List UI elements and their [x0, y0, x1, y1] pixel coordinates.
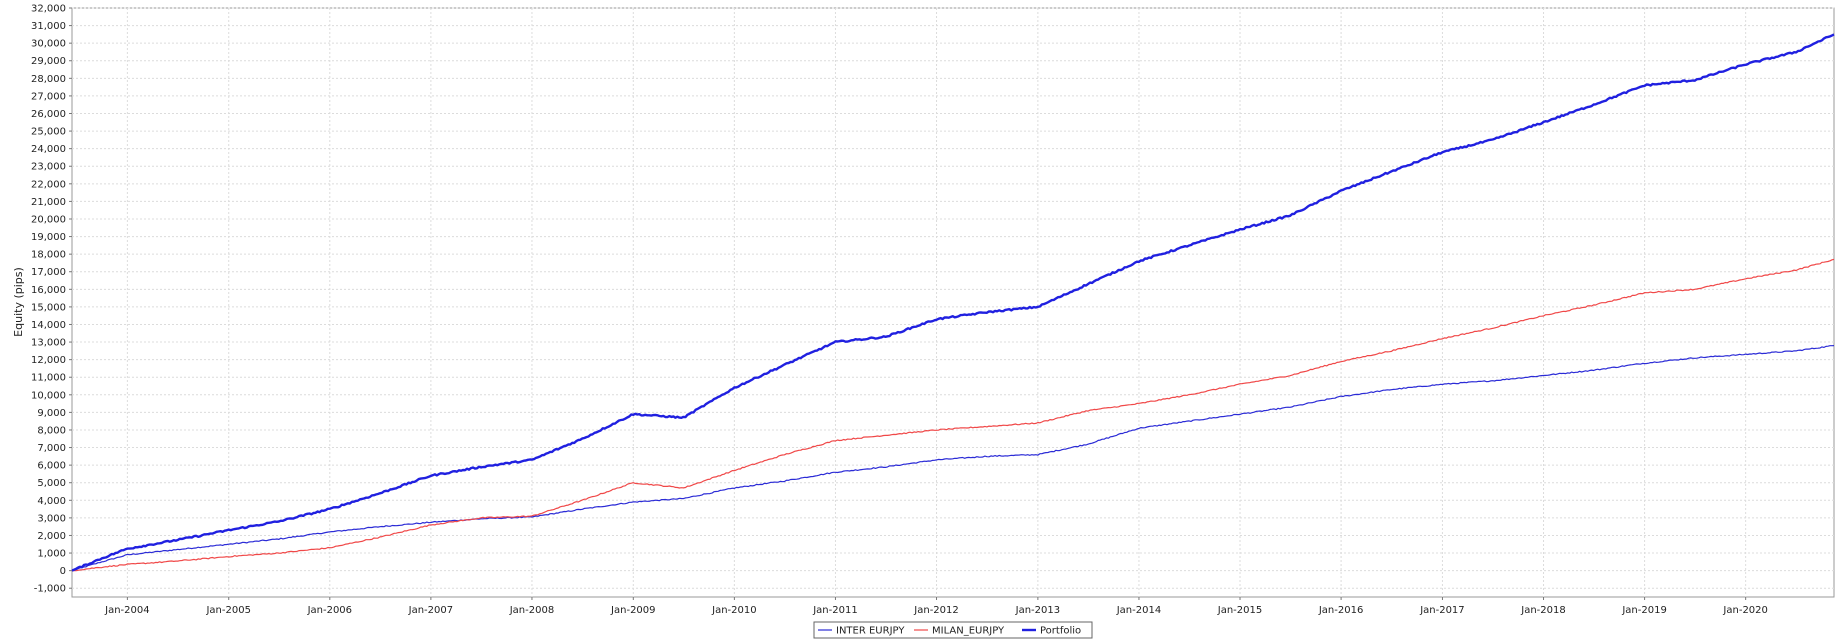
- y-tick-label: 15,000: [31, 302, 66, 313]
- x-tick-label: Jan-2008: [509, 605, 554, 616]
- y-tick-label: 5,000: [37, 478, 66, 489]
- x-tick-label: Jan-2011: [812, 605, 857, 616]
- x-tick-label: Jan-2014: [1116, 605, 1161, 616]
- y-tick-label: 17,000: [31, 267, 66, 278]
- x-tick-label: Jan-2016: [1318, 605, 1363, 616]
- y-tick-label: 21,000: [31, 197, 66, 208]
- y-tick-label: 4,000: [37, 496, 66, 507]
- legend-label: MILAN_EURJPY: [932, 626, 1005, 637]
- x-tick-label: Jan-2006: [307, 605, 352, 616]
- y-tick-label: 29,000: [31, 56, 66, 67]
- y-tick-label: 2,000: [37, 531, 66, 542]
- series-lines: [71, 33, 1835, 572]
- y-tick-label: 16,000: [31, 285, 66, 296]
- x-tick-label: Jan-2020: [1722, 605, 1767, 616]
- x-tick-label: Jan-2019: [1621, 605, 1666, 616]
- y-tick-label: 8,000: [37, 425, 66, 436]
- y-axis-label: Equity (pips): [12, 267, 25, 337]
- x-tick-label: Jan-2005: [205, 605, 250, 616]
- y-tick-label: 1,000: [37, 549, 66, 560]
- y-tick-label: 24,000: [31, 144, 66, 155]
- y-tick-label: 3,000: [37, 513, 66, 524]
- legend: INTER EURJPY MILAN_EURJPY Portfolio: [813, 621, 1093, 639]
- x-tick-label: Jan-2018: [1520, 605, 1565, 616]
- series-line-portfolio: [71, 33, 1835, 572]
- y-tick-label: 32,000: [31, 4, 66, 15]
- y-tick-label: 18,000: [31, 250, 66, 261]
- x-tick-label: Jan-2013: [1015, 605, 1060, 616]
- x-tick-label: Jan-2015: [1217, 605, 1262, 616]
- x-tick-label: Jan-2010: [711, 605, 756, 616]
- y-axis-ticks: -1,000 0 1,000 2,000 3,000 4,000 5,000 6,000 7,0…: [31, 4, 72, 595]
- x-tick-label: Jan-2004: [104, 605, 149, 616]
- y-tick-label: 19,000: [31, 232, 66, 243]
- y-tick-label: 9,000: [37, 408, 66, 419]
- y-tick-label: -1,000: [34, 584, 66, 595]
- y-tick-label: 28,000: [31, 74, 66, 85]
- y-tick-label: 26,000: [31, 109, 66, 120]
- y-tick-label: 6,000: [37, 461, 66, 472]
- x-tick-label: Jan-2009: [610, 605, 655, 616]
- y-tick-label: 30,000: [31, 39, 66, 50]
- x-tick-label: Jan-2007: [408, 605, 453, 616]
- y-tick-label: 25,000: [31, 127, 66, 138]
- y-tick-label: 0: [60, 566, 66, 577]
- x-tick-label: Jan-2017: [1419, 605, 1464, 616]
- y-tick-label: 31,000: [31, 21, 66, 32]
- x-tick-label: Jan-2012: [913, 605, 958, 616]
- y-tick-label: 27,000: [31, 91, 66, 102]
- y-tick-label: 14,000: [31, 320, 66, 331]
- y-tick-label: 20,000: [31, 214, 66, 225]
- x-axis-ticks: Jan-2004 Jan-2005 Jan-2006 Jan-2007 Jan-2008…: [104, 597, 1768, 616]
- y-tick-label: 11,000: [31, 373, 66, 384]
- y-tick-label: 10,000: [31, 390, 66, 401]
- legend-label: INTER EURJPY: [836, 626, 905, 637]
- y-tick-label: 22,000: [31, 179, 66, 190]
- y-tick-label: 12,000: [31, 355, 66, 366]
- grid-lines: [72, 7, 1834, 597]
- series-line-inter-eurjpy: [71, 345, 1835, 572]
- y-tick-label: 23,000: [31, 162, 66, 173]
- y-tick-label: 13,000: [31, 338, 66, 349]
- legend-box: [813, 621, 1093, 639]
- y-tick-label: 7,000: [37, 443, 66, 454]
- series-line-milan-eurjpy: [71, 258, 1835, 572]
- legend-label: Portfolio: [1040, 626, 1081, 637]
